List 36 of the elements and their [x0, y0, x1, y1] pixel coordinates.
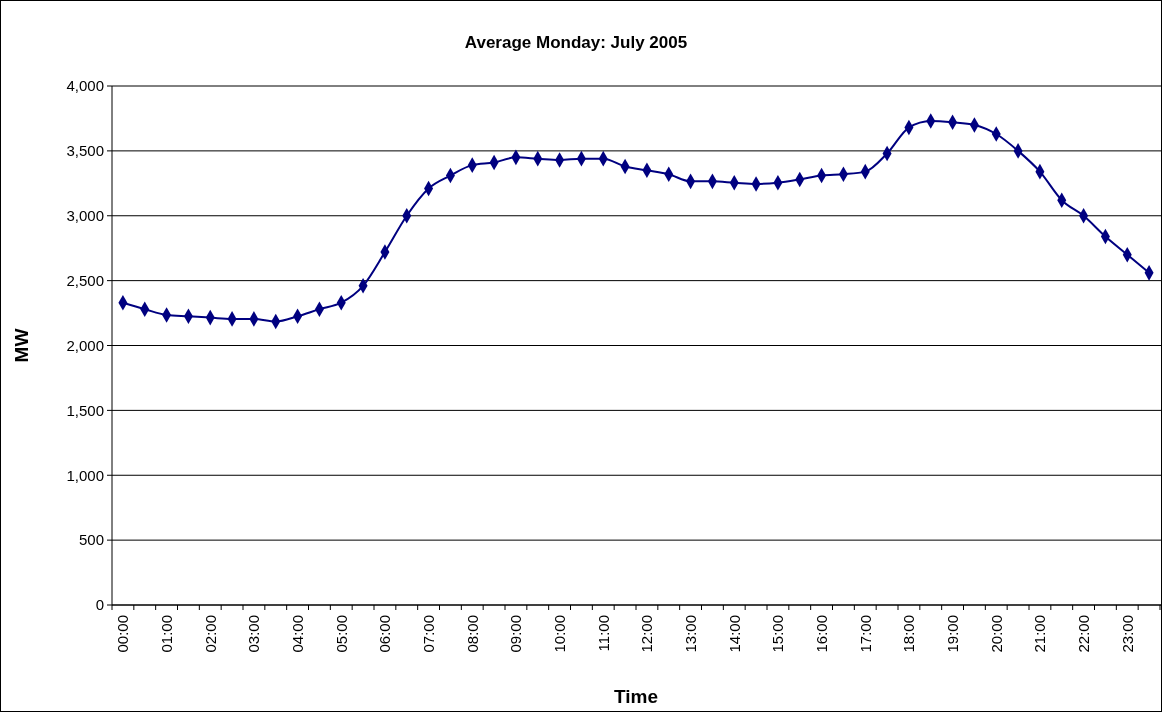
- x-tick-label: 17:00: [856, 615, 874, 653]
- y-tick-label: 3,500: [66, 142, 104, 160]
- x-tick-label: 21:00: [1031, 615, 1049, 653]
- y-axis-title: MW: [11, 328, 32, 363]
- y-tick-label: 1,500: [66, 401, 104, 419]
- y-tick-label: 0: [95, 596, 104, 614]
- x-tick-label: 06:00: [376, 615, 394, 653]
- x-tick-label: 01:00: [157, 615, 175, 653]
- x-tick-label: 20:00: [987, 615, 1005, 653]
- x-tick-label: 00:00: [114, 615, 132, 653]
- x-tick-label: 14:00: [725, 615, 743, 653]
- x-tick-label: 13:00: [681, 615, 699, 653]
- x-tick-label: 02:00: [201, 615, 219, 653]
- y-tick-label: 1,000: [66, 466, 104, 484]
- y-tick-label: 4,000: [66, 77, 104, 95]
- y-tick-label: 2,500: [66, 271, 104, 289]
- y-tick-label: 500: [78, 531, 104, 549]
- x-tick-label: 04:00: [288, 615, 306, 653]
- x-tick-label: 08:00: [463, 615, 481, 653]
- x-tick-label: 12:00: [638, 615, 656, 653]
- x-tick-label: 05:00: [332, 615, 350, 653]
- x-axis-title: Time: [613, 686, 659, 707]
- x-tick-label: 23:00: [1118, 615, 1136, 653]
- y-tick-label: 2,000: [66, 336, 104, 354]
- x-tick-label: 22:00: [1074, 615, 1092, 653]
- x-tick-label: 11:00: [594, 615, 612, 652]
- x-tick-label: 10:00: [550, 615, 568, 653]
- x-tick-label: 03:00: [245, 615, 263, 653]
- y-tick-label: 3,000: [66, 207, 104, 224]
- x-tick-label: 15:00: [769, 615, 787, 653]
- x-tick-label: 18:00: [900, 615, 918, 653]
- x-tick-label: 07:00: [419, 615, 437, 653]
- x-tick-label: 16:00: [812, 615, 830, 653]
- x-tick-label: 09:00: [507, 615, 525, 653]
- chart-title: Average Monday: July 2005: [464, 33, 688, 52]
- x-tick-label: 19:00: [943, 615, 961, 653]
